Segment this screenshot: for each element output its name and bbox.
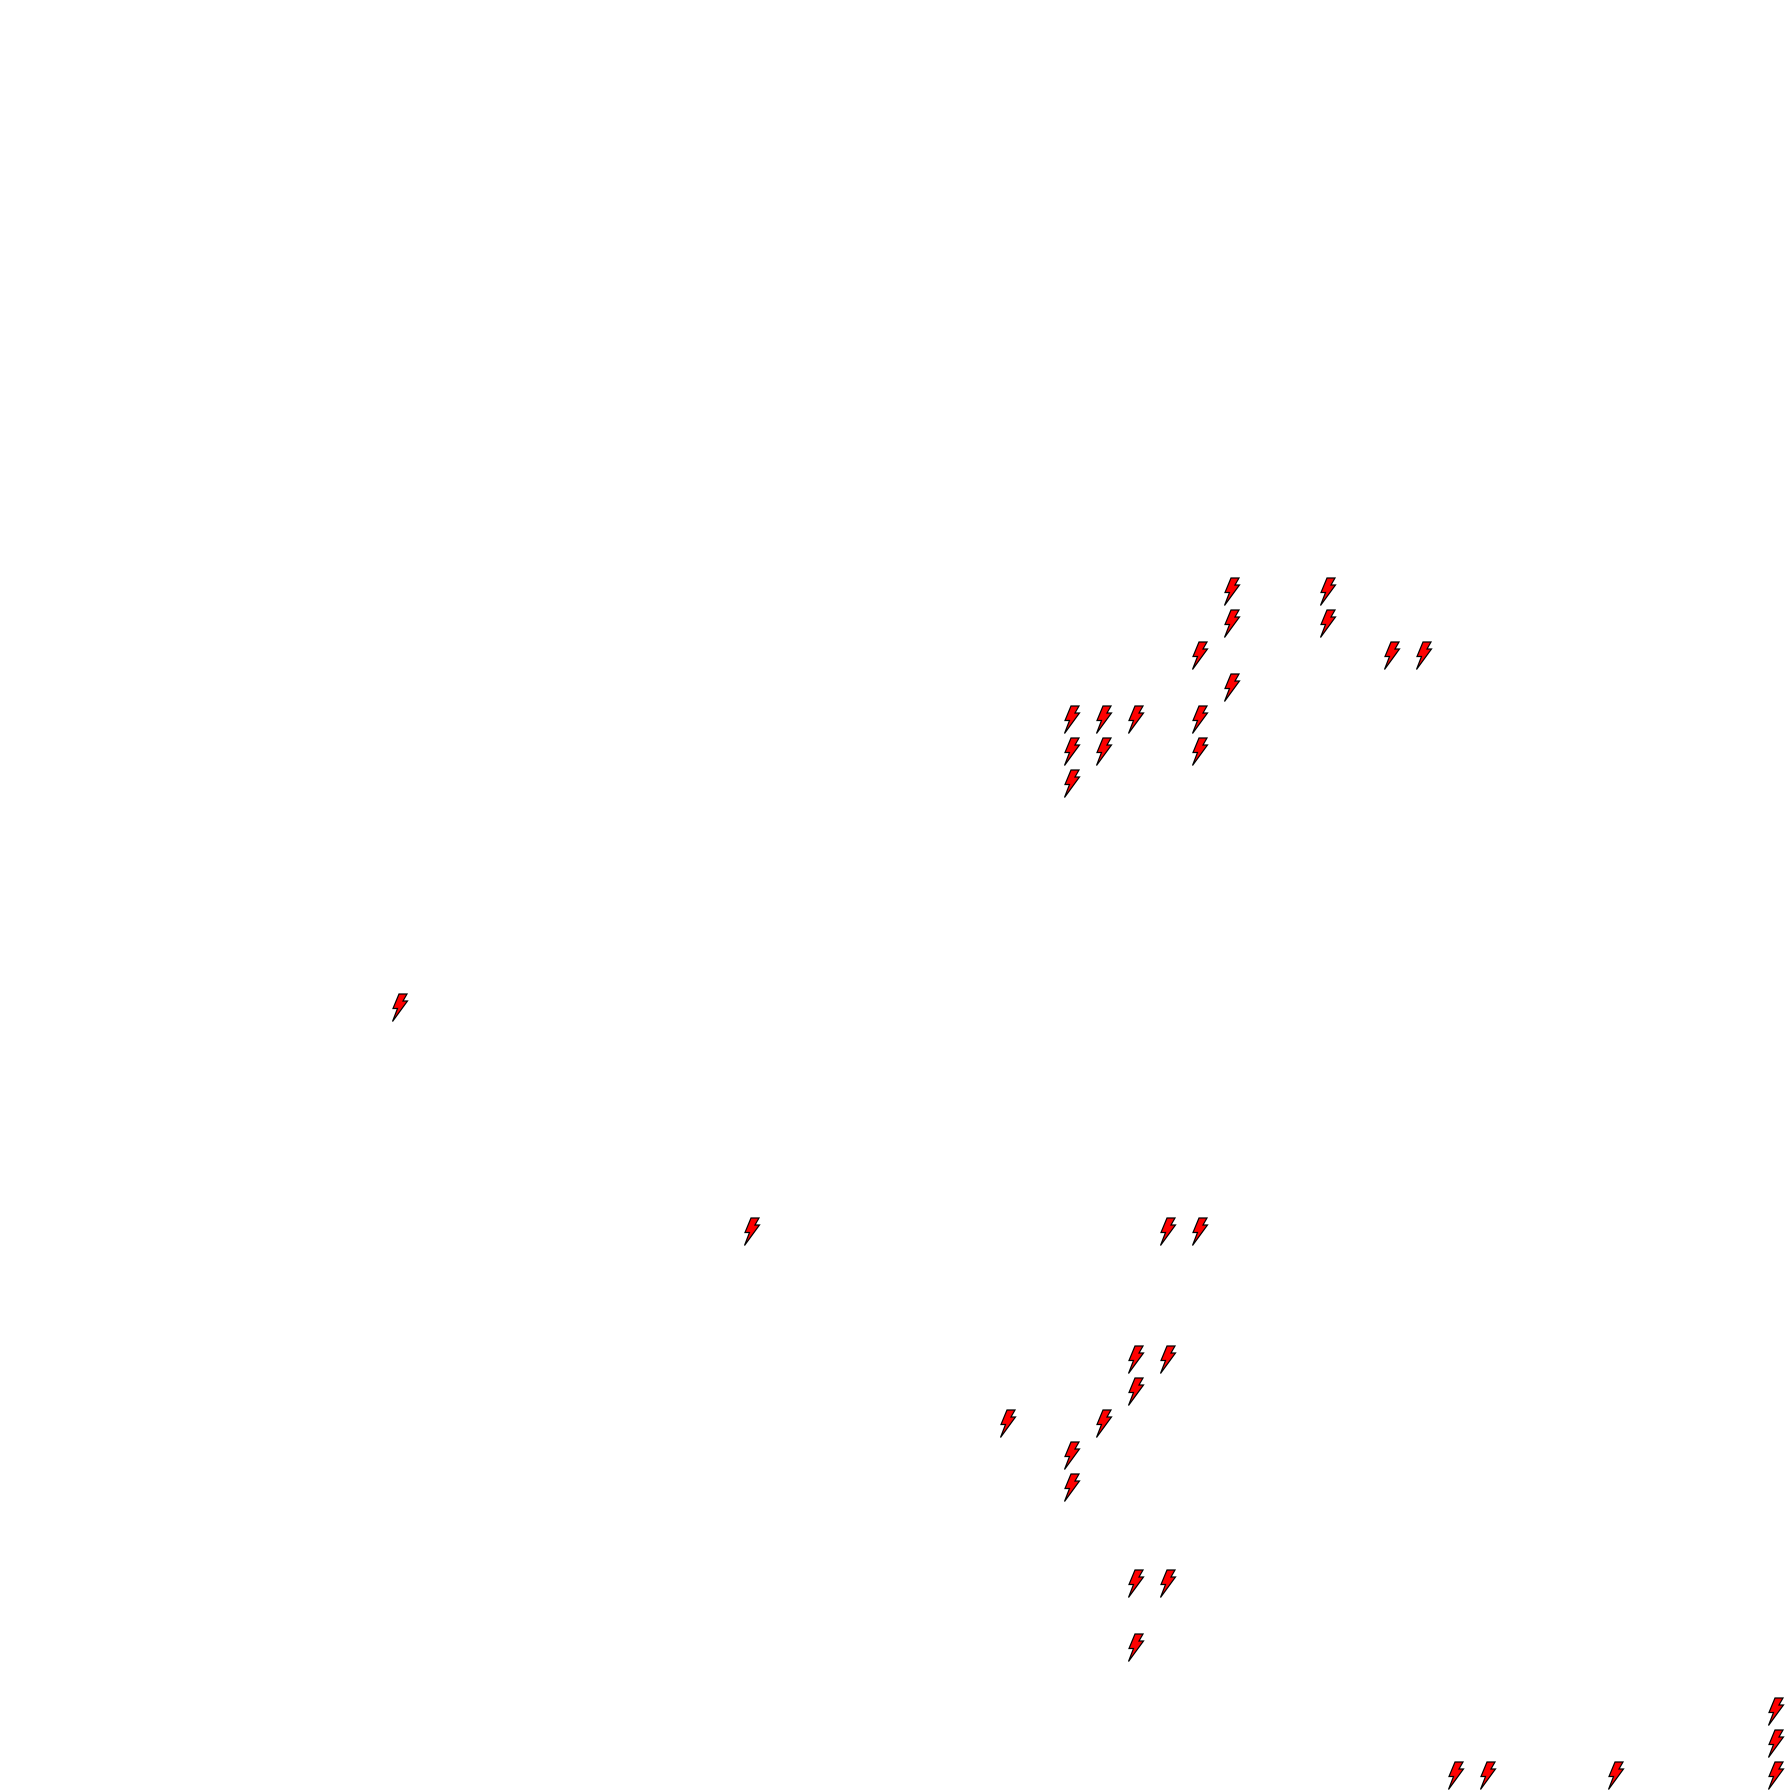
map-marker[interactable]: [1191, 1217, 1209, 1247]
lightning-bolt-icon: [1479, 1761, 1497, 1790]
map-marker[interactable]: [1767, 1697, 1785, 1727]
lightning-bolt-icon: [999, 1409, 1017, 1438]
map-marker[interactable]: [1607, 1761, 1625, 1791]
map-marker[interactable]: [1319, 609, 1337, 639]
map-marker[interactable]: [1095, 737, 1113, 767]
lightning-bolt-icon: [1767, 1697, 1785, 1726]
map-marker[interactable]: [743, 1217, 761, 1247]
lightning-bolt-icon: [1447, 1761, 1465, 1790]
map-marker[interactable]: [1767, 1729, 1785, 1759]
lightning-bolt-icon: [1191, 1217, 1209, 1246]
lightning-bolt-icon: [1383, 641, 1401, 670]
lightning-bolt-icon: [1095, 705, 1113, 734]
map-marker[interactable]: [1319, 577, 1337, 607]
lightning-bolt-icon: [1063, 1441, 1081, 1470]
lightning-bolt-icon: [1063, 769, 1081, 798]
lightning-bolt-icon: [1191, 705, 1209, 734]
map-marker[interactable]: [1127, 1345, 1145, 1375]
lightning-bolt-icon: [1319, 577, 1337, 606]
map-marker[interactable]: [1223, 577, 1241, 607]
lightning-bolt-icon: [1095, 1409, 1113, 1438]
lightning-bolt-icon: [1159, 1345, 1177, 1374]
lightning-bolt-icon: [1319, 609, 1337, 638]
map-marker[interactable]: [1063, 769, 1081, 799]
lightning-bolt-icon: [1159, 1569, 1177, 1598]
lightning-bolt-icon: [1063, 705, 1081, 734]
lightning-bolt-icon: [1223, 609, 1241, 638]
lightning-bolt-icon: [1223, 673, 1241, 702]
lightning-bolt-icon: [743, 1217, 761, 1246]
map-marker[interactable]: [1063, 1441, 1081, 1471]
map-marker[interactable]: [1127, 705, 1145, 735]
map-marker[interactable]: [1095, 705, 1113, 735]
map-marker[interactable]: [1127, 1633, 1145, 1663]
map-marker[interactable]: [1447, 1761, 1465, 1791]
lightning-bolt-icon: [1607, 1761, 1625, 1790]
map-marker[interactable]: [1223, 609, 1241, 639]
lightning-bolt-icon: [1191, 641, 1209, 670]
map-marker[interactable]: [1191, 737, 1209, 767]
lightning-bolt-icon: [1127, 1377, 1145, 1406]
map-marker[interactable]: [1191, 705, 1209, 735]
map-marker[interactable]: [1159, 1217, 1177, 1247]
map-marker[interactable]: [1191, 641, 1209, 671]
lightning-bolt-icon: [1127, 705, 1145, 734]
map-marker[interactable]: [1479, 1761, 1497, 1791]
map-marker[interactable]: [1415, 641, 1433, 671]
map-marker[interactable]: [1063, 1473, 1081, 1503]
map-marker[interactable]: [391, 993, 409, 1023]
lightning-bolt-icon: [1127, 1345, 1145, 1374]
map-marker[interactable]: [1383, 641, 1401, 671]
lightning-bolt-icon: [1223, 577, 1241, 606]
map-marker[interactable]: [999, 1409, 1017, 1439]
lightning-bolt-icon: [1127, 1569, 1145, 1598]
map-marker[interactable]: [1223, 673, 1241, 703]
lightning-bolt-icon: [1767, 1761, 1785, 1790]
map-marker[interactable]: [1127, 1569, 1145, 1599]
lightning-bolt-icon: [1191, 737, 1209, 766]
lightning-bolt-icon: [1767, 1729, 1785, 1758]
lightning-bolt-icon: [1063, 1473, 1081, 1502]
map-marker[interactable]: [1127, 1377, 1145, 1407]
map-marker[interactable]: [1063, 737, 1081, 767]
map-marker[interactable]: [1063, 705, 1081, 735]
lightning-bolt-icon: [1127, 1633, 1145, 1662]
map-marker[interactable]: [1095, 1409, 1113, 1439]
lightning-bolt-icon: [1063, 737, 1081, 766]
map-marker[interactable]: [1159, 1569, 1177, 1599]
map-marker[interactable]: [1767, 1761, 1785, 1791]
map-marker[interactable]: [1159, 1345, 1177, 1375]
lightning-bolt-icon: [1159, 1217, 1177, 1246]
lightning-bolt-icon: [1095, 737, 1113, 766]
lightning-bolt-icon: [391, 993, 409, 1022]
lightning-bolt-icon: [1415, 641, 1433, 670]
